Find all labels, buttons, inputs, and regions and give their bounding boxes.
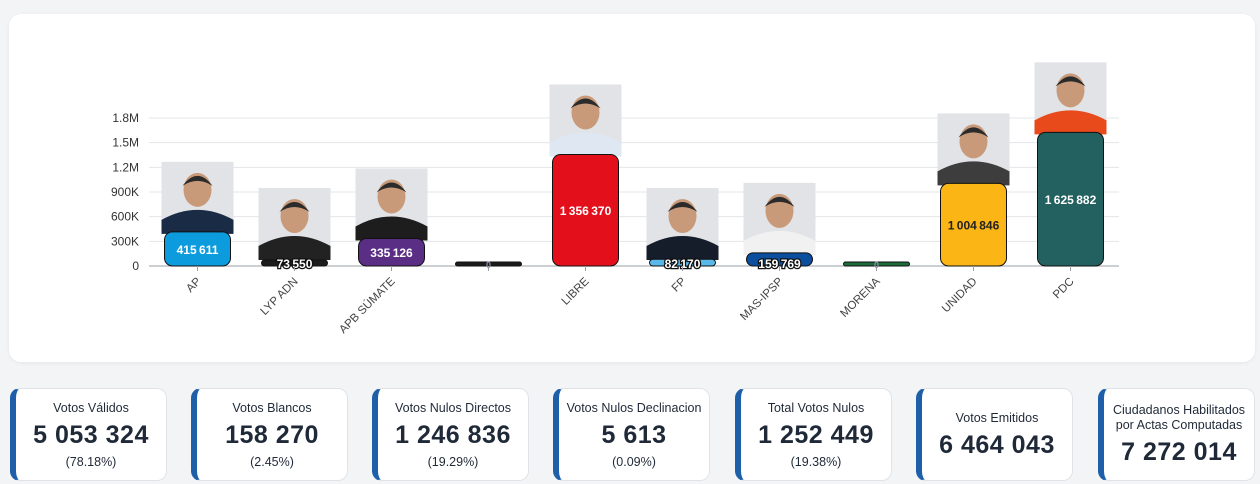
stat-card-votos-nulos-declinacion: Votos Nulos Declinacion 5 613 (0.09%) [553, 388, 710, 481]
chart-card: 0 300K 600K 900K 1.2M 1.5M 1.8M 415 611 AP 73 550… [9, 14, 1255, 362]
stat-label: Total Votos Nulos [767, 400, 865, 415]
value-label: 82 170 [665, 257, 701, 271]
y-tick-label: 600K [111, 210, 139, 224]
stat-label: Votos Nulos Directos [394, 400, 512, 415]
stat-value: 5 613 [601, 420, 667, 449]
stat-value: 6 464 043 [939, 430, 1055, 459]
candidate-shirt [355, 216, 428, 241]
candidate-hair [667, 202, 698, 212]
stat-value: 158 270 [225, 420, 319, 449]
value-label: 1 356 370 [560, 204, 612, 218]
bar-chart: 0 300K 600K 900K 1.2M 1.5M 1.8M 415 611 AP 73 550… [111, 62, 1119, 336]
x-category-label: MORENA [838, 275, 882, 319]
candidate-hair [764, 196, 795, 207]
candidate-shirt [161, 209, 234, 234]
y-tick-label: 0 [132, 259, 139, 273]
y-tick-label: 1.2M [112, 160, 139, 174]
stat-value: 5 053 324 [33, 420, 149, 449]
stat-card-votos-nulos-directos: Votos Nulos Directos 1 246 836 (19.29%) [372, 388, 529, 481]
candidate-shirt [743, 230, 816, 255]
stat-percent: (78.18%) [65, 454, 117, 469]
x-category-label: UNIDAD [940, 276, 980, 316]
value-label: 73 550 [277, 257, 313, 271]
stat-percent: (19.29%) [427, 454, 479, 469]
y-tick-label: 1.5M [112, 136, 139, 150]
candidate-hair [570, 98, 601, 109]
x-category-label: MAS-IPSP [738, 275, 786, 323]
x-category-label: LIBRE [560, 275, 592, 307]
candidate-shirt [258, 236, 331, 260]
candidate-shirt [937, 161, 1010, 186]
value-label: 0 [874, 260, 879, 270]
candidate-shirt [1034, 110, 1107, 135]
value-label: 1 625 882 [1045, 193, 1097, 207]
stat-card-ciudadanos-habilitados: Ciudadanos Habilitados por Actas Computa… [1098, 388, 1255, 481]
y-tick-label: 900K [111, 185, 139, 199]
stat-label: Votos Blancos [232, 400, 312, 415]
candidate-hair [182, 175, 213, 186]
stat-percent: (2.45%) [250, 454, 294, 469]
candidate-hair [279, 202, 310, 212]
x-category-label: FP [670, 275, 689, 294]
stat-label: Votos Válidos [53, 400, 129, 415]
x-category-label: PDC [1051, 276, 1077, 302]
stat-value: 7 272 014 [1121, 438, 1237, 466]
value-label: 335 126 [370, 246, 413, 260]
y-tick-label: 1.8M [112, 111, 139, 125]
value-label: 415 611 [177, 243, 219, 257]
x-category-label: LYP ADN [259, 276, 301, 318]
value-label: 0 [486, 260, 491, 270]
candidate-shirt [646, 236, 719, 260]
stat-label: Ciudadanos Habilitados por Actas Computa… [1112, 403, 1246, 432]
candidate-shirt [549, 132, 622, 157]
stat-card-votos-validos: Votos Válidos 5 053 324 (78.18%) [10, 388, 167, 481]
y-tick-label: 300K [111, 234, 139, 248]
stat-card-votos-emitidos: Votos Emitidos 6 464 043 [916, 388, 1073, 481]
value-label: 1 004 846 [948, 219, 1000, 233]
candidate-hair [376, 182, 407, 193]
stat-percent: (19.38%) [790, 454, 842, 469]
stat-percent: (0.09%) [612, 454, 656, 469]
value-label: 159 769 [758, 257, 801, 271]
stat-label: Votos Emitidos [955, 410, 1039, 425]
stat-card-votos-blancos: Votos Blancos 158 270 (2.45%) [191, 388, 348, 481]
stat-card-total-votos-nulos: Total Votos Nulos 1 252 449 (19.38%) [735, 388, 892, 481]
stat-value: 1 246 836 [395, 420, 511, 449]
x-category-label: APB SÚMATE [337, 275, 398, 336]
stat-label: Votos Nulos Declinacion [566, 400, 702, 415]
candidate-hair [958, 127, 989, 138]
stat-value: 1 252 449 [758, 420, 874, 449]
x-category-label: AP [184, 275, 204, 295]
candidate-hair [1055, 76, 1086, 87]
